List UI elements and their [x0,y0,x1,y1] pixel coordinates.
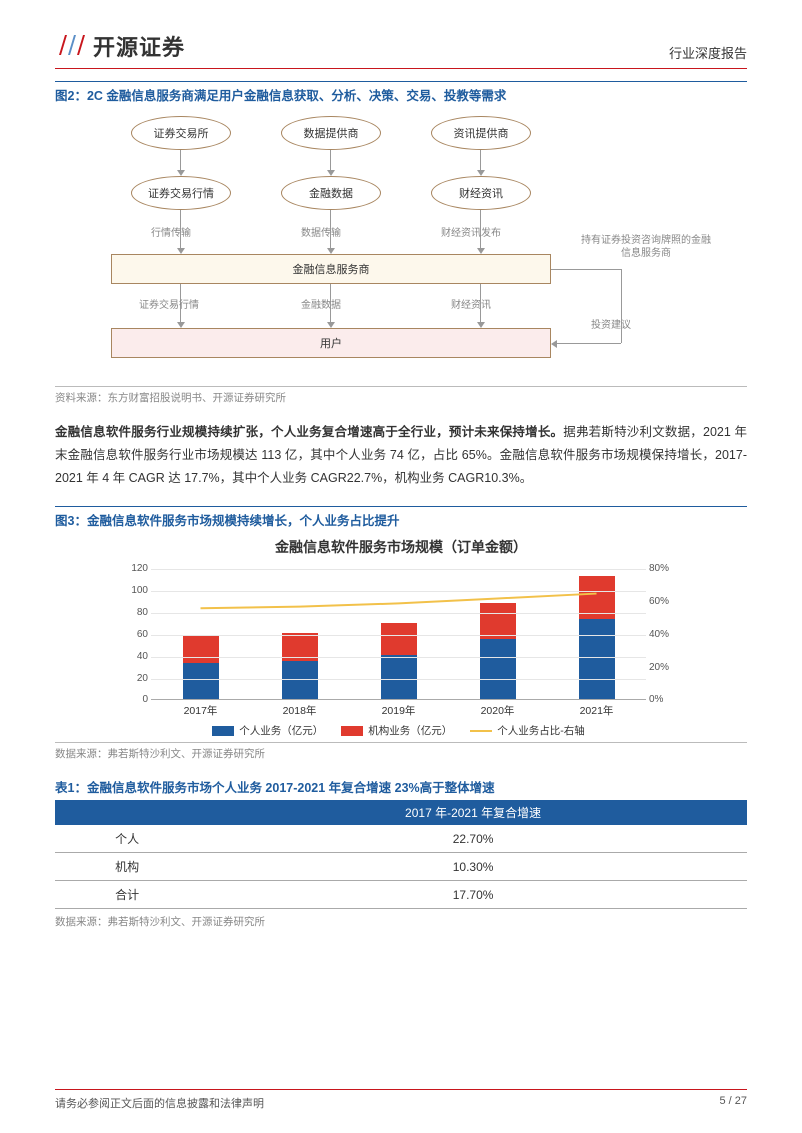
body-paragraph: 金融信息软件服务行业规模持续扩张，个人业务复合增速高于全行业，预计未来保持增长。… [55,421,747,490]
footer-page-number: 5 / 27 [719,1095,747,1111]
side-note-license: 持有证券投资咨询牌照的金融信息服务商 [581,234,711,260]
chart-title: 金融信息软件服务市场规模（订单金额） [111,537,691,557]
table-cell: 22.70% [199,825,747,853]
x-axis-label: 2019年 [369,703,429,718]
fig3-chart: 金融信息软件服务市场规模（订单金额） 个人业务（亿元） 机构业务（亿元） 个人业… [111,537,691,738]
table-row: 合计17.70% [55,881,747,909]
table-header-cell: 2017 年-2021 年复合增速 [199,800,747,825]
edge-label-b1: 证券交易行情 [139,296,199,311]
edge-label-1: 行情传输 [151,224,191,239]
table-header-cell [55,800,199,825]
y-right-tick: 0% [649,694,681,705]
node-exchange: 证券交易所 [131,116,231,150]
edge-label-b3: 财经资讯 [451,296,491,311]
y-right-tick: 80% [649,563,681,574]
table-cell: 个人 [55,825,199,853]
table-row: 个人22.70% [55,825,747,853]
edge-label-2: 数据传输 [301,224,341,239]
bar-group [579,576,615,699]
logo: 开源证券 [55,30,185,62]
y-right-tick: 60% [649,596,681,607]
y-right-tick: 20% [649,662,681,673]
bar-group [282,633,318,700]
x-axis-label: 2018年 [270,703,330,718]
para-bold: 金融信息软件服务行业规模持续扩张，个人业务复合增速高于全行业，预计未来保持增长。 [55,425,563,439]
y-left-tick: 60 [123,629,148,640]
page-header: 开源证券 行业深度报告 [55,30,747,69]
y-left-tick: 0 [123,694,148,705]
legend-ratio: 个人业务占比-右轴 [497,723,585,738]
footer-disclaimer: 请务必参阅正文后面的信息披露和法律声明 [55,1095,264,1111]
chart-legend: 个人业务（亿元） 机构业务（亿元） 个人业务占比-右轴 [151,723,646,738]
table1: 2017 年-2021 年复合增速个人22.70%机构10.30%合计17.70… [55,800,747,909]
node-fin-news: 财经资讯 [431,176,531,210]
fig2-source: 资料来源：东方财富招股说明书、开源证券研究所 [55,386,747,405]
legend-personal: 个人业务（亿元） [239,723,323,738]
node-service-provider: 金融信息服务商 [111,254,551,284]
x-axis-label: 2020年 [468,703,528,718]
node-market-data: 证券交易行情 [131,176,231,210]
doc-type: 行业深度报告 [669,43,747,62]
node-user: 用户 [111,328,551,358]
x-axis-label: 2017年 [171,703,231,718]
bar-group [183,635,219,699]
logo-text: 开源证券 [93,30,185,62]
page-footer: 请务必参阅正文后面的信息披露和法律声明 5 / 27 [55,1089,747,1111]
table-cell: 10.30% [199,853,747,881]
edge-label-b2: 金融数据 [301,296,341,311]
table1-source: 数据来源：弗若斯特沙利文、开源证券研究所 [55,911,747,929]
node-news-provider: 资讯提供商 [431,116,531,150]
table-cell: 17.70% [199,881,747,909]
logo-icon [55,31,85,61]
x-axis-label: 2021年 [567,703,627,718]
y-left-tick: 80 [123,607,148,618]
side-note-advice: 投资建议 [591,316,631,331]
bar-group [480,603,516,699]
y-left-tick: 120 [123,563,148,574]
table1-title: 表1：金融信息软件服务市场个人业务 2017-2021 年复合增速 23%高于整… [55,777,747,796]
table-cell: 合计 [55,881,199,909]
node-fin-data: 金融数据 [281,176,381,210]
fig2-title: 图2：2C 金融信息服务商满足用户金融信息获取、分析、决策、交易、投教等需求 [55,81,747,104]
y-left-tick: 100 [123,585,148,596]
y-left-tick: 40 [123,651,148,662]
fig3-source: 数据来源：弗若斯特沙利文、开源证券研究所 [55,742,747,761]
fig2-diagram: 证券交易所 数据提供商 资讯提供商 证券交易行情 金融数据 财经资讯 行情传输 … [81,112,721,382]
edge-label-3: 财经资讯发布 [441,224,501,239]
node-data-provider: 数据提供商 [281,116,381,150]
legend-inst: 机构业务（亿元） [368,723,452,738]
y-left-tick: 20 [123,673,148,684]
fig3-title: 图3：金融信息软件服务市场规模持续增长，个人业务占比提升 [55,506,747,529]
y-right-tick: 40% [649,629,681,640]
table-row: 机构10.30% [55,853,747,881]
table-cell: 机构 [55,853,199,881]
